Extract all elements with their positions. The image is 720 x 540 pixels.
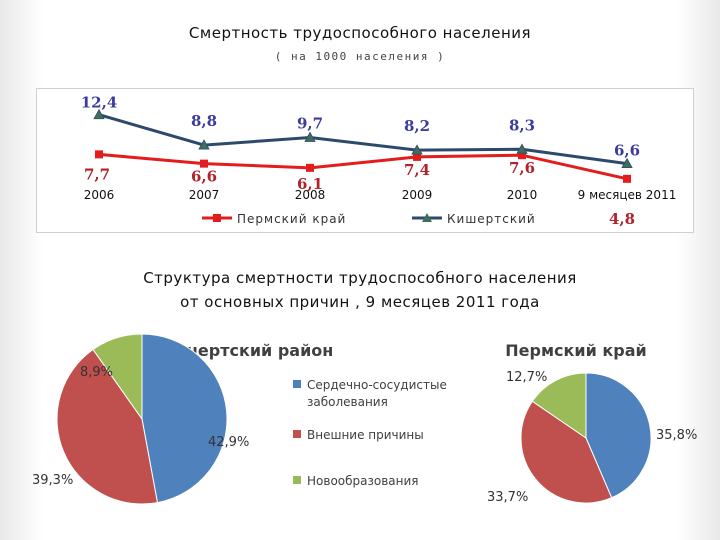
x-tick-label: 2007 xyxy=(189,188,220,202)
data-label: 6,6 xyxy=(191,168,217,186)
line-chart-panel: 7,7 6,6 6,1 7,4 7,6 4,8 12,4 8,8 9,7 8,2 8,3 6,6 200… xyxy=(36,88,694,233)
legend-swatch xyxy=(293,380,301,388)
data-point-marker xyxy=(623,174,631,183)
pie-slice xyxy=(141,333,228,504)
x-tick-label: 2010 xyxy=(507,188,538,202)
x-tick-label: 2006 xyxy=(84,188,115,202)
x-tick-label: 2009 xyxy=(402,188,433,202)
legend-label: Сердечно-сосудистые заболевания xyxy=(307,378,447,409)
pie-slice xyxy=(531,372,587,439)
data-label: 12,4 xyxy=(81,94,118,112)
data-point-marker xyxy=(198,139,210,150)
series-line-kishert xyxy=(98,113,628,166)
data-point-marker xyxy=(411,144,423,155)
pie-slice xyxy=(56,348,159,505)
data-label: 8,2 xyxy=(404,117,430,135)
pie-value-label: 39,3% xyxy=(32,473,73,488)
data-point-marker xyxy=(621,157,633,169)
chart-subtitle: ( на 1000 населения ) xyxy=(274,50,446,63)
data-point-marker xyxy=(93,108,105,120)
legend-label: Новообразования xyxy=(307,474,419,488)
data-point-marker xyxy=(200,159,208,168)
pie-value-label: 42,9% xyxy=(208,435,249,450)
data-label: 9,7 xyxy=(297,114,323,132)
x-tick-label: 9 месяцев 2011 xyxy=(578,188,677,202)
data-point-marker xyxy=(518,151,526,160)
pie-title: Пермский край xyxy=(505,341,646,360)
data-point-marker xyxy=(306,163,314,172)
legend-label: Пермский край xyxy=(237,212,346,226)
legend-swatch xyxy=(293,476,301,484)
data-point-marker xyxy=(95,150,103,159)
data-point-marker xyxy=(413,152,421,161)
pie-chart-kishert: Кишертский район 42,9% 39,3% 8,9% Сердечно-с… xyxy=(32,333,447,505)
data-label: 7,4 xyxy=(404,161,430,179)
data-label: 7,7 xyxy=(84,165,110,183)
line-chart: 7,7 6,6 6,1 7,4 7,6 4,8 12,4 8,8 9,7 8,2 8,3 6,6 200… xyxy=(81,94,677,228)
series-line-perm xyxy=(98,152,628,181)
pie-chart-perm: Пермский край 35,8% 33,7% 12,7% xyxy=(487,341,697,505)
data-label: 8,8 xyxy=(191,112,217,130)
pie-slice xyxy=(520,400,613,504)
data-label: 8,3 xyxy=(509,116,535,134)
section-title-line1: Структура смертности трудоспособного нас… xyxy=(143,269,577,287)
data-label: 6,6 xyxy=(614,142,640,160)
pie-title: Кишертский район xyxy=(157,341,334,360)
pie-value-label: 35,8% xyxy=(656,428,697,443)
x-tick-label: 2008 xyxy=(295,188,326,202)
legend-label: Внешние причины xyxy=(307,428,424,442)
pie-value-label: 12,7% xyxy=(506,370,547,385)
legend-label: Кишертский xyxy=(447,212,536,226)
pie-slice xyxy=(585,372,652,499)
pie-slice xyxy=(92,333,143,421)
pie-value-label: 8,9% xyxy=(80,365,113,380)
data-label: 7,6 xyxy=(509,159,535,177)
data-point-marker xyxy=(304,131,316,142)
legend-marker xyxy=(213,214,221,222)
section-title-line2: от основных причин , 9 месяцев 2011 года xyxy=(180,293,540,311)
data-label: 6,1 xyxy=(297,175,323,193)
data-label: 4,8 xyxy=(609,210,635,228)
pie-value-label: 33,7% xyxy=(487,490,528,505)
legend-swatch xyxy=(293,430,301,438)
legend-marker xyxy=(422,213,432,222)
chart-title: Смертность трудоспособного населения xyxy=(188,24,532,42)
section-title: Структура смертности трудоспособного нас… xyxy=(0,266,720,314)
data-point-marker xyxy=(516,143,528,154)
